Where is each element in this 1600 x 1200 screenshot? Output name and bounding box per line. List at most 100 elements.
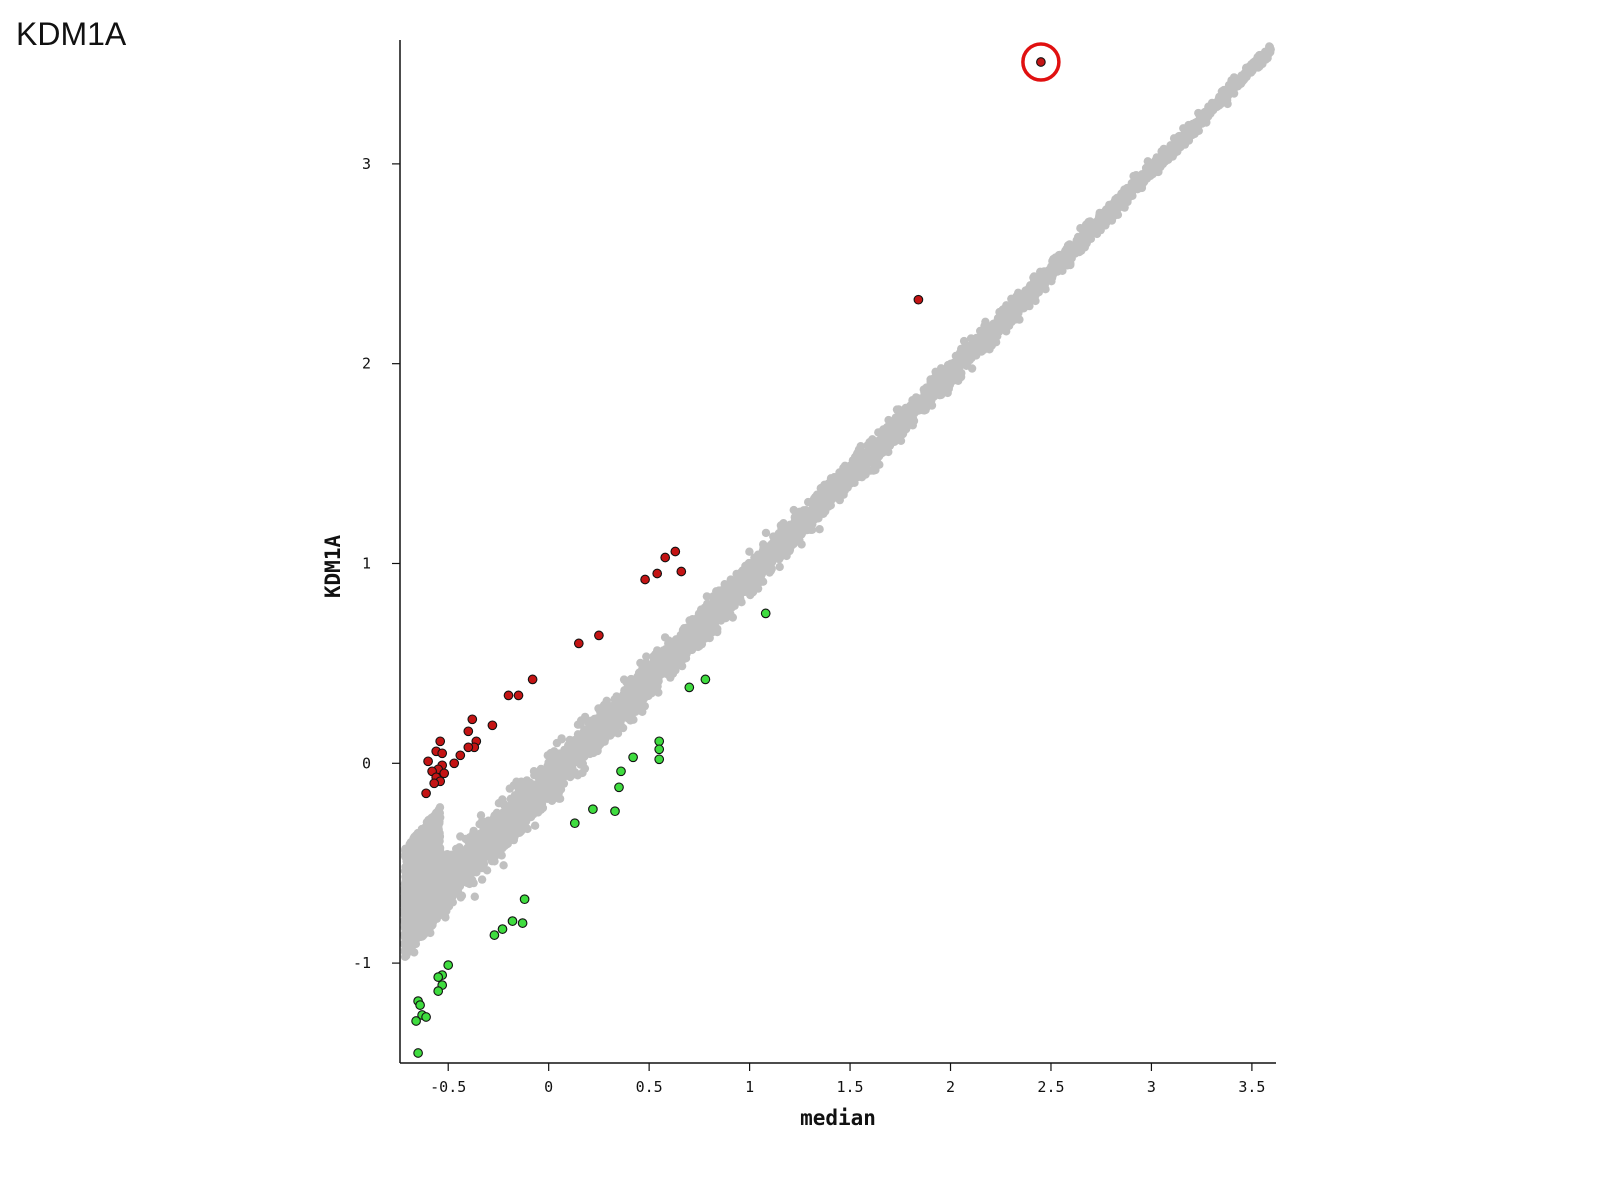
bg-point bbox=[1164, 147, 1174, 156]
bg-point bbox=[951, 369, 960, 378]
bg-point bbox=[753, 569, 762, 578]
bg-point bbox=[546, 748, 555, 758]
bg-point bbox=[576, 720, 585, 729]
bg-point bbox=[892, 426, 901, 435]
bg-point bbox=[954, 376, 963, 385]
bg-point bbox=[702, 592, 712, 601]
bg-point bbox=[559, 772, 568, 782]
bg-point bbox=[848, 477, 857, 486]
bg-point bbox=[975, 344, 984, 353]
bg-point bbox=[498, 795, 507, 804]
bg-point bbox=[1107, 200, 1116, 209]
bg-point bbox=[537, 768, 546, 777]
bg-point bbox=[888, 434, 897, 443]
background-points bbox=[399, 42, 1275, 961]
bg-point bbox=[619, 675, 629, 684]
bg-point bbox=[477, 875, 487, 884]
bg-point bbox=[514, 786, 524, 795]
bg-point bbox=[732, 569, 741, 579]
bg-point bbox=[717, 586, 726, 595]
bg-point bbox=[532, 806, 542, 815]
bg-point bbox=[497, 851, 506, 860]
bg-point bbox=[703, 628, 713, 637]
bg-point bbox=[669, 639, 678, 648]
bg-point bbox=[1001, 307, 1010, 316]
bg-point bbox=[796, 526, 805, 535]
bg-point bbox=[482, 866, 492, 875]
bg-point bbox=[499, 861, 508, 870]
bg-point bbox=[478, 816, 487, 826]
bg-point bbox=[602, 698, 611, 707]
bg-point bbox=[557, 734, 566, 743]
bg-point bbox=[530, 821, 540, 830]
bg-point bbox=[1233, 81, 1243, 90]
bg-point bbox=[547, 796, 557, 805]
bg-point bbox=[463, 878, 472, 888]
bg-point bbox=[839, 464, 848, 474]
bg-point bbox=[761, 528, 771, 538]
bg-point bbox=[455, 843, 464, 852]
bg-point bbox=[578, 768, 587, 778]
bg-point bbox=[746, 585, 755, 594]
bg-point bbox=[819, 485, 828, 495]
bg-point bbox=[1099, 210, 1109, 219]
bg-point bbox=[876, 437, 885, 446]
bg-point bbox=[745, 571, 755, 581]
bg-point bbox=[1155, 158, 1164, 167]
bg-point bbox=[888, 418, 898, 427]
bg-point bbox=[972, 333, 981, 343]
bg-point bbox=[785, 546, 794, 556]
bg-point bbox=[775, 562, 784, 572]
bg-point bbox=[931, 367, 940, 376]
bg-point bbox=[605, 721, 614, 730]
bg-point bbox=[809, 494, 819, 503]
bg-point bbox=[642, 652, 651, 661]
bg-point bbox=[922, 383, 931, 392]
bg-point bbox=[929, 374, 939, 383]
bg-point bbox=[944, 384, 953, 393]
bg-point bbox=[1227, 76, 1236, 85]
bg-point bbox=[848, 456, 858, 465]
bg-point bbox=[470, 892, 479, 901]
bg-point bbox=[1002, 301, 1011, 310]
bg-point bbox=[771, 554, 780, 563]
bg-point bbox=[1061, 247, 1070, 256]
bg-point bbox=[946, 361, 955, 370]
bg-point bbox=[935, 390, 945, 399]
bg-point bbox=[634, 683, 643, 692]
bg-point bbox=[727, 603, 736, 612]
page-title: KDM1A bbox=[16, 16, 127, 52]
bg-point bbox=[523, 811, 532, 821]
bg-point bbox=[896, 436, 906, 445]
bg-point bbox=[899, 428, 908, 437]
bg-point bbox=[1028, 281, 1038, 291]
bg-point bbox=[772, 545, 781, 554]
bg-point bbox=[1066, 259, 1075, 268]
bg-point bbox=[850, 463, 859, 472]
bg-point bbox=[851, 469, 860, 479]
bg-point bbox=[735, 592, 745, 601]
bg-point bbox=[906, 409, 915, 418]
bg-point bbox=[653, 679, 662, 688]
bg-point bbox=[745, 547, 754, 556]
bg-point bbox=[1002, 327, 1011, 336]
bg-point bbox=[1018, 293, 1027, 302]
bg-point bbox=[868, 458, 877, 467]
bg-point bbox=[869, 466, 878, 475]
bg-point bbox=[656, 650, 665, 659]
bg-point bbox=[1082, 239, 1091, 248]
bg-point bbox=[815, 525, 824, 534]
bg-point bbox=[1107, 216, 1117, 225]
bg-point bbox=[1029, 273, 1038, 282]
bg-point bbox=[643, 663, 652, 672]
bg-point bbox=[921, 405, 930, 415]
bg-point bbox=[664, 646, 674, 655]
bg-point bbox=[990, 328, 999, 338]
bg-point bbox=[894, 405, 903, 414]
bg-point bbox=[764, 552, 773, 561]
bg-point bbox=[762, 562, 771, 571]
bg-point bbox=[635, 668, 644, 677]
bg-point bbox=[1000, 318, 1009, 328]
bg-point bbox=[959, 336, 969, 346]
